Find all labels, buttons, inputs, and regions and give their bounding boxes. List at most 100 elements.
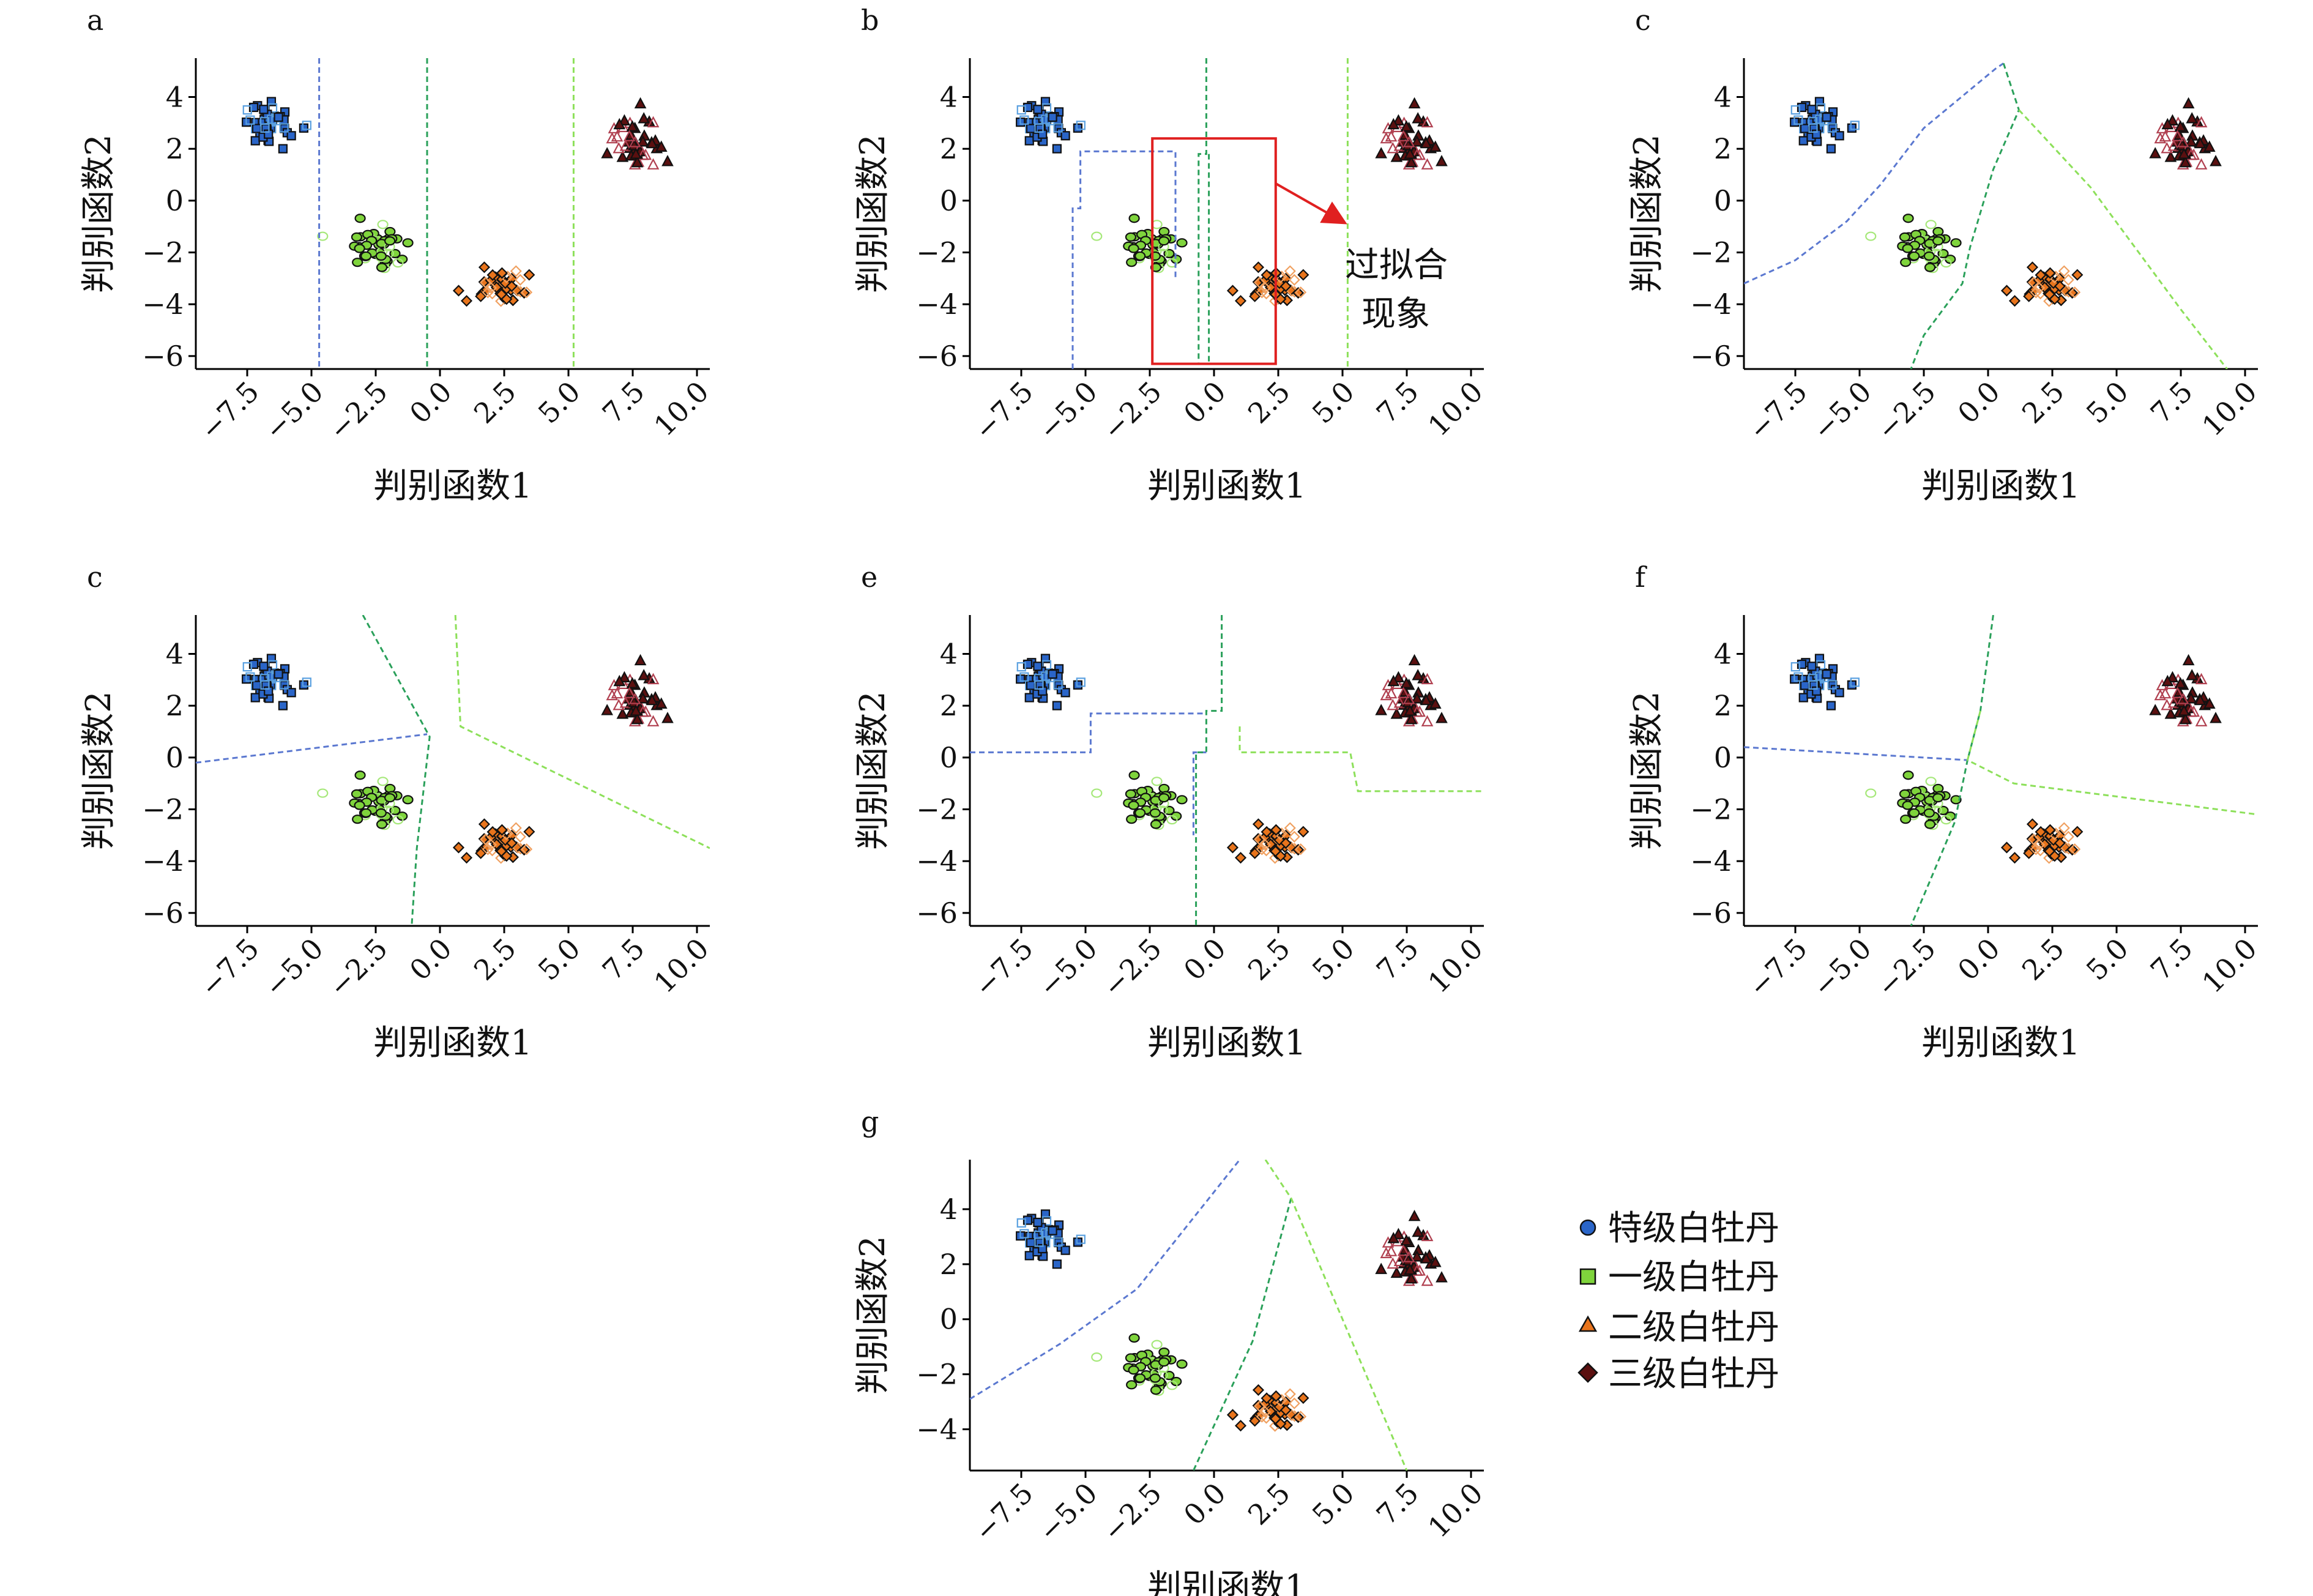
y-tick-label: −6 bbox=[1690, 897, 1732, 930]
data-point bbox=[501, 293, 513, 305]
data-point bbox=[1816, 660, 1826, 669]
data-point bbox=[1284, 265, 1296, 277]
data-point bbox=[2161, 141, 2173, 154]
data-point bbox=[1256, 843, 1268, 856]
data-point bbox=[2174, 120, 2187, 132]
y-tick-label: 0 bbox=[940, 741, 958, 774]
data-point bbox=[1429, 1256, 1442, 1267]
data-point bbox=[1950, 238, 1962, 248]
data-point bbox=[1256, 1411, 1268, 1423]
data-point bbox=[1421, 1229, 1434, 1242]
data-point bbox=[2166, 114, 2179, 125]
data-point bbox=[2194, 136, 2207, 149]
data-point bbox=[1292, 287, 1305, 299]
data-point bbox=[1790, 105, 1800, 115]
data-point bbox=[2149, 704, 2161, 715]
points-group bbox=[1790, 97, 2222, 307]
x-tick-label: −7.5 bbox=[194, 932, 266, 1004]
data-point bbox=[1847, 680, 1857, 690]
data-point bbox=[1807, 662, 1817, 671]
data-point bbox=[523, 269, 535, 281]
y-tick-label: −6 bbox=[916, 897, 958, 930]
data-point bbox=[1385, 687, 1398, 699]
data-point bbox=[1158, 793, 1170, 803]
data-point bbox=[1410, 692, 1423, 704]
data-point bbox=[514, 830, 526, 843]
data-point bbox=[2184, 149, 2197, 160]
data-point bbox=[392, 815, 404, 825]
data-point bbox=[2179, 712, 2192, 725]
data-point bbox=[626, 120, 639, 132]
y-tick-label: 4 bbox=[166, 638, 184, 671]
data-point bbox=[628, 693, 641, 704]
data-point bbox=[274, 669, 283, 679]
data-point bbox=[613, 141, 625, 154]
data-point bbox=[452, 841, 465, 854]
data-point bbox=[1292, 1411, 1305, 1423]
data-point bbox=[1024, 136, 1034, 146]
data-point bbox=[402, 238, 414, 248]
data-point bbox=[267, 103, 278, 113]
data-point bbox=[1899, 789, 1911, 799]
data-point bbox=[634, 97, 647, 109]
decision-boundary bbox=[454, 615, 710, 849]
data-point bbox=[1808, 123, 1818, 133]
data-point bbox=[1400, 1234, 1413, 1246]
y-tick-label: 0 bbox=[166, 184, 184, 217]
data-point bbox=[1048, 669, 1057, 679]
data-point bbox=[1397, 1244, 1410, 1256]
data-point bbox=[611, 130, 624, 142]
data-point bbox=[351, 232, 363, 242]
data-point bbox=[354, 800, 365, 810]
x-tick-label: −5.0 bbox=[258, 375, 330, 447]
data-point bbox=[302, 121, 311, 130]
data-point bbox=[1060, 1245, 1070, 1255]
y-axis-title: 判别函数2 bbox=[853, 134, 893, 293]
data-point bbox=[661, 712, 674, 723]
data-point bbox=[1279, 1404, 1292, 1416]
data-point bbox=[1900, 258, 1912, 267]
data-point bbox=[1053, 1237, 1063, 1247]
data-point bbox=[1429, 697, 1442, 709]
points-group bbox=[242, 654, 674, 864]
data-point bbox=[1052, 701, 1062, 710]
data-point bbox=[1134, 1373, 1146, 1383]
data-point bbox=[1286, 1409, 1298, 1421]
data-point bbox=[1091, 231, 1103, 241]
y-tick-label: 4 bbox=[940, 638, 958, 671]
data-point bbox=[2164, 707, 2177, 719]
x-tick-label: 0.0 bbox=[403, 375, 458, 430]
y-tick-label: 2 bbox=[166, 689, 184, 722]
chart-panel-c: c 4 2 0 −2 −4 −6 −7.5−5.0−2.5 0.0 2.5 5.0 7.510.0 判别… bbox=[1627, 4, 2263, 506]
data-point bbox=[1166, 1381, 1178, 1390]
data-point bbox=[618, 114, 631, 125]
data-point bbox=[376, 263, 388, 272]
data-point bbox=[1410, 149, 1423, 160]
boundary-group bbox=[1744, 615, 2258, 926]
data-point bbox=[647, 715, 660, 726]
boundary-group bbox=[970, 1160, 1408, 1471]
data-point bbox=[2054, 280, 2066, 293]
x-tick-label: −5.0 bbox=[1806, 932, 1878, 1004]
data-point bbox=[1279, 837, 1292, 849]
data-point bbox=[1387, 698, 1399, 710]
data-point bbox=[259, 662, 269, 671]
data-point bbox=[1392, 114, 1405, 125]
data-point bbox=[2184, 692, 2197, 704]
x-axis-title: 判别函数1 bbox=[373, 466, 532, 506]
data-point bbox=[1412, 1225, 1425, 1237]
x-tick-label: 10.0 bbox=[2196, 932, 2263, 1000]
annotation-line-1: 过拟合 bbox=[1345, 245, 1448, 285]
data-point bbox=[250, 693, 260, 703]
data-point bbox=[299, 123, 308, 133]
data-point bbox=[628, 139, 641, 151]
data-point bbox=[2154, 688, 2167, 701]
data-point bbox=[1151, 777, 1163, 786]
data-point bbox=[260, 680, 270, 690]
data-point bbox=[1408, 1209, 1421, 1221]
data-point bbox=[631, 712, 644, 725]
data-point bbox=[1259, 282, 1272, 294]
data-point bbox=[1793, 672, 1803, 682]
x-tick-label: 2.5 bbox=[467, 932, 523, 987]
data-point bbox=[1150, 1385, 1162, 1395]
